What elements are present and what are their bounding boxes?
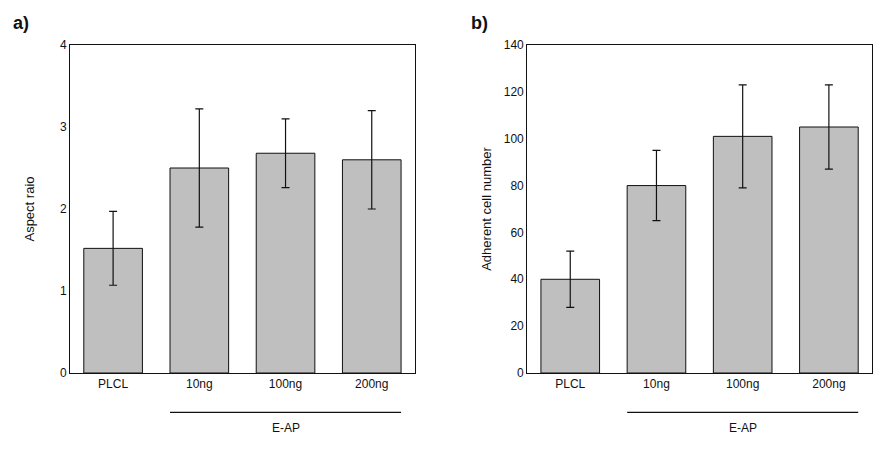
svg-text:Adherent cell number: Adherent cell number xyxy=(479,147,494,271)
svg-text:0: 0 xyxy=(517,366,524,380)
svg-text:10ng: 10ng xyxy=(186,377,213,391)
svg-text:2: 2 xyxy=(60,202,67,216)
svg-text:E-AP: E-AP xyxy=(729,421,757,435)
svg-text:3: 3 xyxy=(60,120,67,134)
svg-text:0: 0 xyxy=(60,366,67,380)
svg-text:4: 4 xyxy=(60,38,67,52)
svg-text:200ng: 200ng xyxy=(812,377,845,391)
svg-text:100ng: 100ng xyxy=(726,377,759,391)
svg-text:1: 1 xyxy=(60,284,67,298)
svg-text:20: 20 xyxy=(510,319,524,333)
svg-text:140: 140 xyxy=(504,38,524,52)
svg-text:100ng: 100ng xyxy=(269,377,302,391)
svg-text:100: 100 xyxy=(504,132,524,146)
svg-text:PLCL: PLCL xyxy=(555,377,585,391)
svg-text:80: 80 xyxy=(510,179,524,193)
svg-text:40: 40 xyxy=(510,272,524,286)
svg-text:E-AP: E-AP xyxy=(272,421,300,435)
svg-text:a): a) xyxy=(13,13,29,33)
svg-text:200ng: 200ng xyxy=(355,377,388,391)
svg-text:10ng: 10ng xyxy=(643,377,670,391)
svg-text:120: 120 xyxy=(504,85,524,99)
svg-text:b): b) xyxy=(471,13,488,33)
svg-text:PLCL: PLCL xyxy=(98,377,128,391)
svg-text:Aspect raio: Aspect raio xyxy=(22,176,37,241)
svg-text:60: 60 xyxy=(510,226,524,240)
